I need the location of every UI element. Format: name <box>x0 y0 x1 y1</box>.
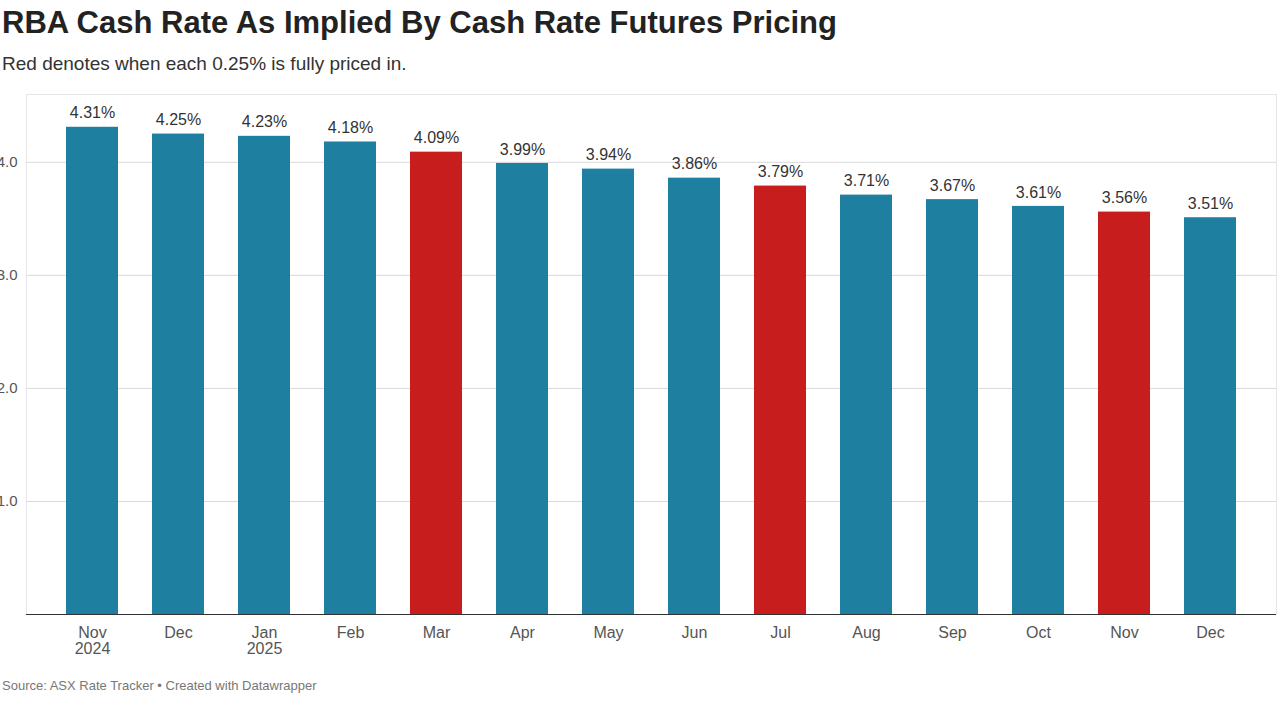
svg-text:Aug: Aug <box>852 624 880 641</box>
svg-text:May: May <box>593 624 623 641</box>
svg-text:3.99%: 3.99% <box>500 141 545 158</box>
svg-text:Mar: Mar <box>423 624 451 641</box>
svg-text:3.51%: 3.51% <box>1188 195 1233 212</box>
html-text:Source: ASX Rate Tracker • Cre: Source: ASX Rate Tracker • Created with … <box>2 678 317 693</box>
svg-text:4.25%: 4.25% <box>156 111 201 128</box>
svg-text:2.0: 2.0 <box>0 379 18 396</box>
svg-text:3.79%: 3.79% <box>758 163 803 180</box>
svg-text:3.67%: 3.67% <box>930 177 975 194</box>
svg-text:Sep: Sep <box>938 624 967 641</box>
svg-text:Dec: Dec <box>1196 624 1224 641</box>
svg-text:Oct: Oct <box>1026 624 1051 641</box>
svg-text:Nov2024: Nov2024 <box>75 624 111 657</box>
svg-text:Feb: Feb <box>337 624 365 641</box>
svg-text:Nov: Nov <box>1110 624 1138 641</box>
html-text:Red denotes when each 0.25% is: Red denotes when each 0.25% is fully pri… <box>2 53 407 74</box>
svg-text:3.56%: 3.56% <box>1102 189 1147 206</box>
svg-text:Jun: Jun <box>682 624 708 641</box>
svg-text:Jul: Jul <box>770 624 790 641</box>
svg-text:3.94%: 3.94% <box>586 146 631 163</box>
svg-text:3.71%: 3.71% <box>844 172 889 189</box>
svg-text:4.09%: 4.09% <box>414 129 459 146</box>
svg-text:Dec: Dec <box>164 624 192 641</box>
svg-text:3.86%: 3.86% <box>672 155 717 172</box>
svg-text:4.23%: 4.23% <box>242 113 287 130</box>
html-text:RBA Cash Rate As Implied By Ca: RBA Cash Rate As Implied By Cash Rate Fu… <box>2 5 837 40</box>
svg-text:Jan2025: Jan2025 <box>247 624 283 657</box>
svg-text:4.31%: 4.31% <box>70 104 115 121</box>
svg-text:3.61%: 3.61% <box>1016 184 1061 201</box>
svg-text:4.0: 4.0 <box>0 153 18 170</box>
svg-text:3.0: 3.0 <box>0 266 18 283</box>
svg-text:Apr: Apr <box>510 624 536 641</box>
svg-text:1.0: 1.0 <box>0 492 18 509</box>
svg-text:4.18%: 4.18% <box>328 119 373 136</box>
